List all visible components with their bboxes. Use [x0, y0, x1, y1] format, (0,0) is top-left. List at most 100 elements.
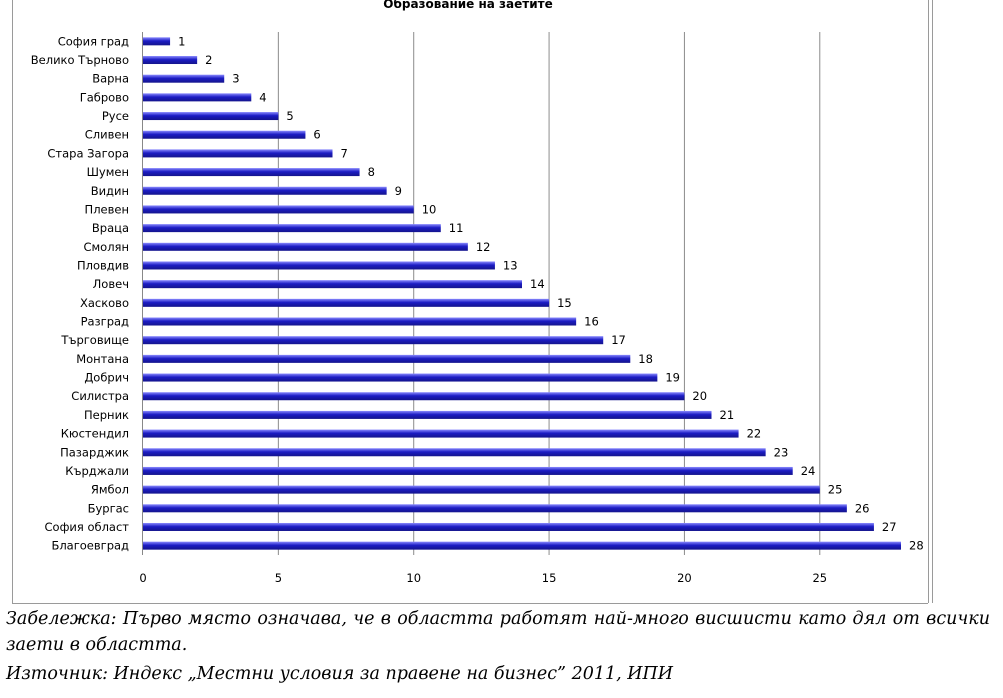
category-labels: София град Велико Търново Варна Габрово Русе… [31, 34, 130, 552]
data-label: 8 [368, 165, 375, 179]
bar [143, 205, 414, 214]
category-label: Варна [92, 72, 129, 86]
bar [143, 74, 225, 83]
bar [143, 149, 333, 158]
category-label: Русе [102, 109, 129, 123]
bar [143, 466, 793, 475]
data-label: 5 [286, 109, 293, 123]
data-label: 4 [259, 90, 266, 104]
data-label: 15 [557, 296, 572, 310]
category-label: Велико Търново [31, 53, 129, 67]
bar [143, 392, 685, 401]
x-axis-ticks: 0 5 10 15 20 25 [139, 571, 827, 585]
data-label: 2 [205, 53, 212, 67]
chart-note: Забележка: Първо място означава, че в об… [6, 609, 990, 655]
category-label: София град [58, 34, 129, 48]
category-label: Ямбол [91, 483, 129, 497]
bar [143, 336, 604, 345]
category-label: Пловдив [77, 258, 129, 272]
data-label: 13 [503, 258, 518, 272]
bar [143, 130, 306, 139]
data-label: 6 [313, 128, 320, 142]
data-labels: 1234567891011121314151617181920212223242… [178, 34, 924, 552]
bar [143, 186, 387, 195]
data-label: 14 [530, 277, 545, 291]
bar [143, 504, 847, 513]
data-label: 10 [422, 202, 437, 216]
data-label: 1 [178, 34, 185, 48]
category-label: Хасково [80, 296, 129, 310]
data-label: 18 [638, 352, 653, 366]
data-label: 22 [747, 427, 762, 441]
data-label: 20 [692, 389, 707, 403]
category-label: Ловеч [93, 277, 129, 291]
category-label: Бургас [88, 501, 129, 515]
data-label: 7 [341, 146, 348, 160]
x-tick-label: 0 [139, 571, 146, 585]
data-label: 23 [774, 445, 789, 459]
bar [143, 448, 766, 457]
data-label: 17 [611, 333, 626, 347]
data-label: 21 [720, 408, 735, 422]
bar [143, 242, 468, 251]
bar-chart: Образование на заетите 12345678910111213… [12, 0, 933, 604]
category-label: Видин [91, 184, 129, 198]
data-label: 19 [665, 371, 680, 385]
category-label: Търговище [60, 333, 129, 347]
category-label: София област [45, 520, 130, 534]
category-label: Перник [84, 408, 129, 422]
bar [143, 280, 522, 289]
bar-series [143, 37, 901, 550]
category-label: Силистра [71, 389, 129, 403]
grid-lines [277, 32, 821, 555]
category-label: Кюстендил [61, 427, 129, 441]
category-label: Кърджали [65, 464, 129, 478]
chart-title: Образование на заетите [383, 0, 552, 11]
bar [143, 541, 901, 550]
x-tick-label: 15 [542, 571, 557, 585]
data-label: 9 [395, 184, 402, 198]
category-label: Габрово [80, 90, 129, 104]
data-label: 25 [828, 483, 843, 497]
bar [143, 429, 739, 438]
bar [143, 168, 360, 177]
category-label: Благоевград [51, 539, 129, 553]
data-label: 11 [449, 221, 464, 235]
data-label: 16 [584, 315, 599, 329]
bar [143, 112, 279, 121]
data-label: 12 [476, 240, 491, 254]
category-label: Добрич [84, 371, 129, 385]
category-label: Смолян [83, 240, 129, 254]
bar [143, 522, 874, 531]
bar [143, 354, 631, 363]
x-tick-label: 10 [406, 571, 421, 585]
bar [143, 224, 441, 233]
data-label: 27 [882, 520, 897, 534]
category-label: Сливен [85, 128, 129, 142]
bar [143, 93, 252, 102]
category-label: Стара Загора [47, 146, 129, 160]
data-label: 3 [232, 72, 239, 86]
data-label: 24 [801, 464, 816, 478]
x-tick-label: 20 [677, 571, 692, 585]
bar [143, 317, 577, 326]
bar [143, 261, 495, 270]
category-label: Плевен [85, 202, 129, 216]
bar [143, 410, 712, 419]
bar [143, 485, 820, 494]
data-label: 26 [855, 501, 870, 515]
chart-frame: Образование на заетите 1 2 3 4 5 6 7 8 9 10 11 12 13… [12, 0, 933, 604]
category-label: Монтана [76, 352, 129, 366]
category-label: Пазарджик [60, 445, 129, 459]
category-label: Враца [92, 221, 129, 235]
x-tick-label: 25 [812, 571, 827, 585]
chart-source: Източник: Индекс „Местни условия за прав… [6, 664, 674, 684]
bar [143, 298, 550, 307]
category-label: Шумен [87, 165, 129, 179]
x-tick-label: 5 [275, 571, 282, 585]
bar [143, 373, 658, 382]
category-label: Разград [81, 315, 129, 329]
bar [143, 37, 171, 46]
bar [143, 56, 198, 65]
data-label: 28 [909, 539, 924, 553]
